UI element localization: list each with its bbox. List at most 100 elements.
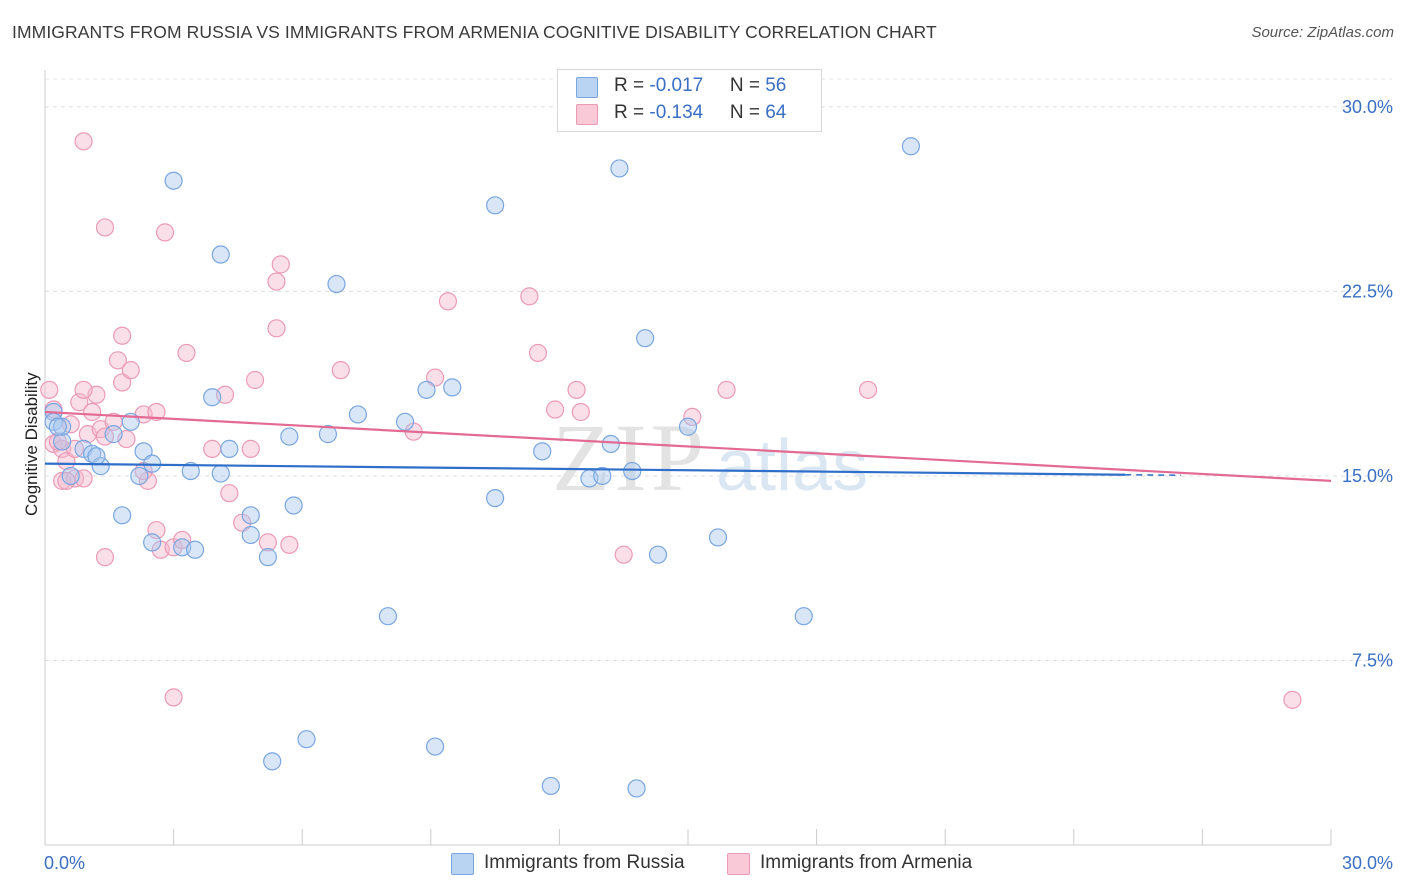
- bottom-legend: Immigrants from Russia Immigrants from A…: [0, 851, 1406, 879]
- correlation-legend: R = -0.017 N = 56 R = -0.134 N = 64: [557, 69, 822, 132]
- y-tick-label: 15.0%: [1342, 466, 1393, 486]
- y-tick-label: 7.5%: [1352, 650, 1393, 670]
- armenia-point: [425, 368, 445, 387]
- armenia-point: [155, 223, 175, 242]
- russia-point: [593, 466, 612, 486]
- armenia-point: [331, 361, 350, 380]
- armenia-point: [567, 380, 586, 399]
- armenia-point: [40, 380, 59, 399]
- bottom-armenia-label: Immigrants from Armenia: [760, 852, 973, 873]
- armenia-point: [245, 370, 265, 390]
- armenia-point: [173, 530, 192, 550]
- armenia-n-value: 64: [765, 102, 787, 123]
- armenia-point: [113, 373, 132, 392]
- tick-labels: 7.5% 15.0% 22.5% 30.0% 0.0% 30.0%: [44, 97, 1393, 873]
- russia-point: [297, 730, 316, 749]
- russia-point: [678, 417, 698, 436]
- armenia-point: [147, 402, 166, 422]
- armenia-point: [271, 255, 290, 274]
- armenia-point: [57, 452, 76, 471]
- watermark: ZIP atlas: [552, 404, 868, 511]
- armenia-point: [438, 292, 458, 311]
- armenia-n-label: N =: [729, 102, 766, 123]
- russia-point: [130, 466, 149, 486]
- russia-point: [53, 432, 72, 451]
- russia-point: [53, 417, 72, 436]
- russia-point: [263, 752, 282, 771]
- source-credit: Source: ZipAtlas.com: [1251, 24, 1394, 41]
- armenia-point: [267, 272, 286, 291]
- russia-point: [378, 607, 398, 626]
- armenia-point: [74, 132, 93, 151]
- russia-point: [348, 405, 368, 424]
- russia-point: [486, 196, 505, 215]
- armenia-point: [74, 380, 93, 399]
- russia-point: [610, 159, 629, 178]
- russia-point: [425, 737, 445, 756]
- russia-point: [417, 380, 436, 399]
- armenia-point: [571, 402, 590, 422]
- legend-row-russia: R = -0.017 N = 56: [558, 74, 821, 100]
- russia-point: [134, 442, 153, 461]
- russia-point: [220, 439, 239, 458]
- russia-trend-extension: [1125, 473, 1181, 477]
- armenia-point: [280, 535, 299, 554]
- russia-point: [211, 464, 230, 483]
- armenia-point: [177, 343, 196, 363]
- armenia-point: [520, 287, 539, 306]
- armenia-point: [113, 326, 132, 345]
- x-tick-label-min: 0.0%: [44, 853, 85, 873]
- armenia-point: [138, 471, 157, 490]
- russia-point: [181, 461, 200, 481]
- grid-lines: [45, 78, 1392, 661]
- y-tick-label: 22.5%: [1342, 281, 1393, 301]
- armenia-point: [241, 439, 260, 458]
- y-axis-label: Cognitive Disability: [22, 372, 41, 516]
- armenia-point: [164, 688, 183, 707]
- armenia-point: [203, 439, 222, 458]
- russia-point: [794, 607, 813, 626]
- russia-point: [211, 245, 230, 264]
- russia-point: [648, 545, 668, 564]
- armenia-trend-line: [44, 410, 1332, 482]
- armenia-point: [267, 319, 286, 338]
- russia-point: [113, 506, 132, 525]
- russia-point: [91, 457, 110, 476]
- russia-point: [284, 496, 303, 515]
- russia-point: [327, 274, 346, 294]
- armenia-point: [220, 484, 239, 503]
- series-russia-points: [44, 137, 921, 798]
- russia-point: [443, 378, 462, 397]
- russia-point: [241, 525, 260, 545]
- russia-point: [636, 329, 655, 348]
- armenia-point: [108, 351, 127, 370]
- russia-point: [623, 461, 642, 481]
- russia-r-value: -0.017: [649, 75, 704, 96]
- russia-trend-line: [44, 462, 1126, 476]
- russia-n-value: 56: [765, 75, 787, 96]
- russia-point: [901, 137, 921, 156]
- bottom-russia-label: Immigrants from Russia: [484, 852, 685, 873]
- armenia-r-label: R =: [614, 102, 650, 123]
- armenia-point: [48, 432, 67, 451]
- russia-point: [185, 540, 205, 559]
- russia-point: [486, 488, 505, 508]
- armenia-point: [858, 380, 878, 399]
- russia-point: [280, 427, 299, 446]
- russia-point: [395, 412, 415, 431]
- russia-point: [203, 388, 222, 407]
- armenia-point: [83, 402, 102, 422]
- russia-point: [533, 442, 552, 461]
- armenia-point: [258, 533, 278, 552]
- russia-point: [48, 417, 67, 436]
- armenia-point: [683, 407, 702, 427]
- russia-point: [627, 779, 646, 798]
- armenia-point: [546, 400, 565, 419]
- russia-point: [601, 434, 620, 454]
- bottom-russia-swatch: [451, 853, 474, 875]
- y-tick-label: 30.0%: [1342, 97, 1393, 117]
- russia-point: [164, 171, 183, 190]
- armenia-point: [1283, 690, 1302, 709]
- russia-r-label: R =: [614, 75, 650, 96]
- russia-point: [318, 425, 338, 444]
